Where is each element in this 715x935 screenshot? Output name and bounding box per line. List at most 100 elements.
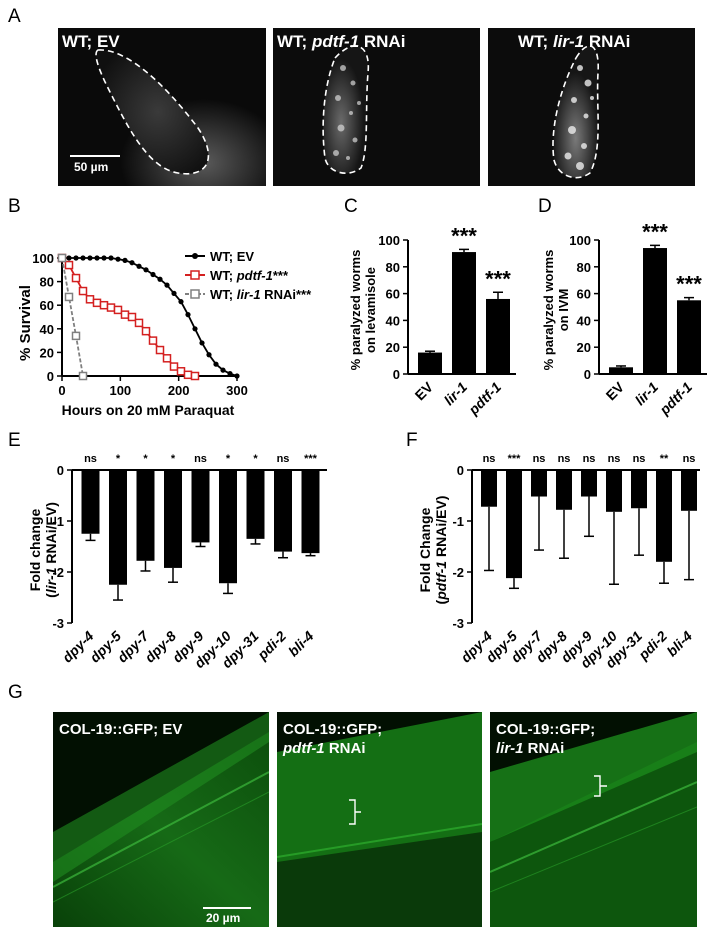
data-point <box>213 361 219 367</box>
y-tick-label: 40 <box>386 313 400 328</box>
x-tick-label: EV <box>412 378 437 403</box>
x-tick-label: bli-4 <box>285 628 317 660</box>
micrograph-col19-gfp-ev: COL-19::GFP; EV 20 µm <box>53 712 269 927</box>
series-line-3 <box>61 257 84 377</box>
y-axis-title: Fold Change(pdtf-1 RNAi/EV) <box>417 496 449 605</box>
data-point <box>127 312 137 322</box>
data-point <box>176 367 186 376</box>
bar-dpy-31 <box>246 470 265 539</box>
data-point <box>129 260 135 266</box>
bar-dpy-5 <box>109 470 127 585</box>
bar-dpy-7 <box>531 470 547 497</box>
bar-pdtf-1 <box>677 300 701 374</box>
pdtf1-fold-change-chart: 0-1-2-3nsdpy-4***dpy-5nsdpy-7nsdpy-8nsdp… <box>417 453 700 671</box>
y-tick-label: 0 <box>57 463 64 478</box>
significance-label: *** <box>508 453 522 465</box>
data-point <box>136 263 142 269</box>
levamisole-bar-chart: 0 20 40 60 80 100 EV *** lir-1 *** pdtf-1 % paraly… <box>348 223 516 418</box>
data-point <box>94 255 100 261</box>
data-point <box>157 276 163 282</box>
y-tick-label: 100 <box>32 251 54 266</box>
bar-pdi-2 <box>274 470 292 552</box>
significance-label: ns <box>84 453 97 465</box>
y-tick-label: 0 <box>457 463 464 478</box>
bar-lir-1 <box>452 252 476 374</box>
micrograph-label: COL-19::GFP; pdtf-1 RNAi <box>283 721 383 757</box>
y-axis-title: % paralyzed wormson IVM <box>541 250 571 371</box>
data-point <box>66 255 72 261</box>
bar-dpy-9 <box>191 470 210 543</box>
significance-label: * <box>171 453 176 465</box>
x-tick-label: 300 <box>226 383 248 398</box>
y-tick-label: 40 <box>40 322 54 337</box>
bar-pdtf-1 <box>486 298 510 374</box>
micrograph-col19-gfp-lir1: COL-19::GFP; lir-1 RNAi <box>490 712 697 927</box>
data-point <box>101 255 107 261</box>
data-point <box>73 255 79 261</box>
y-tick-label: 20 <box>386 340 400 355</box>
bar-dpy-9 <box>581 470 597 497</box>
legend: WT; EV WT; pdtf-1*** WT; lir-1 RNAi*** <box>185 249 312 302</box>
x-tick-label: lir-1 <box>441 379 471 409</box>
bar-dpy-10 <box>219 470 237 584</box>
data-point <box>206 352 212 358</box>
x-tick-label: 0 <box>58 383 65 398</box>
significance-label: *** <box>304 453 318 465</box>
bar-bli-4 <box>681 470 697 511</box>
significance-label: ns <box>583 453 596 465</box>
y-tick-label: -3 <box>52 616 64 631</box>
significance-label: ns <box>194 453 207 465</box>
data-point <box>85 295 95 304</box>
bar-dpy-10 <box>606 470 622 512</box>
data-point <box>78 286 88 296</box>
y-tick-label: 0 <box>47 369 54 384</box>
data-point <box>80 255 86 261</box>
panel-letter-e: E <box>8 430 21 451</box>
data-point <box>120 310 130 319</box>
significance-label: * <box>253 453 258 465</box>
panel-letter-c: C <box>344 196 358 217</box>
micrograph-wt-ev: WT; EV 50 µm <box>58 28 266 186</box>
y-tick-label: 100 <box>378 233 400 248</box>
significance-label: * <box>226 453 231 465</box>
legend-item-pdtf1: WT; pdtf-1*** <box>185 268 289 283</box>
svg-text:WT; EV: WT; EV <box>210 249 254 264</box>
micrograph-label: WT; lir-1 RNAi <box>518 32 631 51</box>
data-point <box>141 326 151 336</box>
ivm-bar-chart: 0 20 40 60 80 100 EV *** lir-1 *** pdtf-1 % paraly… <box>541 219 707 418</box>
scale-bar-label: 50 µm <box>74 160 109 174</box>
y-tick-label: 40 <box>577 313 591 328</box>
significance-label: ns <box>483 453 496 465</box>
data-point <box>164 282 170 288</box>
data-point <box>183 370 193 380</box>
data-point <box>106 303 116 312</box>
y-tick-label: -2 <box>452 565 464 580</box>
bar-dpy-4 <box>81 470 100 534</box>
significance-label: * <box>143 453 148 465</box>
significance-label: *** <box>676 272 702 297</box>
scale-bar-label: 20 µm <box>206 911 241 925</box>
panel-letter-b: B <box>8 196 21 217</box>
y-axis-title: Fold change(lir-1 RNAi/EV) <box>27 502 59 598</box>
significance-label: ns <box>277 453 290 465</box>
panel-letter-d: D <box>538 196 552 217</box>
data-point <box>178 299 184 305</box>
data-point <box>108 255 114 261</box>
data-point <box>122 257 128 263</box>
legend-item-lir1: WT; lir-1 RNAi*** <box>185 287 312 302</box>
significance-label: ** <box>660 453 669 465</box>
data-point <box>78 371 88 381</box>
data-point <box>92 298 102 308</box>
y-tick-label: 80 <box>40 275 54 290</box>
svg-text:WT; pdtf-1***: WT; pdtf-1*** <box>210 268 289 283</box>
data-point <box>64 292 74 302</box>
data-point <box>57 253 67 263</box>
y-axis-title: % Survival <box>17 285 34 361</box>
x-tick-label: 100 <box>109 383 131 398</box>
micrograph-wt-lir1-rnai: WT; lir-1 RNAi <box>488 28 695 186</box>
data-point <box>227 371 233 377</box>
micrograph-col19-gfp-pdtf1: COL-19::GFP; pdtf-1 RNAi <box>277 712 482 927</box>
data-point <box>185 312 191 318</box>
significance-label: ns <box>533 453 546 465</box>
y-tick-label: -2 <box>52 565 64 580</box>
